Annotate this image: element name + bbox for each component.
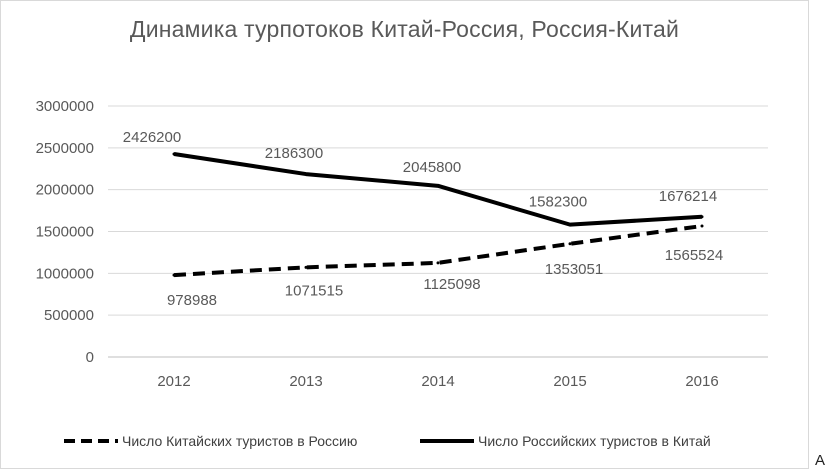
legend-label-1: Число Китайских туристов в Россию bbox=[122, 433, 357, 449]
x-tick-label: 2013 bbox=[289, 373, 322, 390]
y-tick-label: 3000000 bbox=[36, 98, 94, 115]
data-point bbox=[172, 273, 176, 277]
y-tick-label: 1500000 bbox=[36, 224, 94, 241]
y-tick-label: 0 bbox=[86, 349, 94, 366]
data-label: 1071515 bbox=[285, 282, 343, 299]
data-point bbox=[436, 184, 440, 188]
data-point bbox=[700, 224, 704, 228]
data-labels: 978988 1071515 1125098 1353051 1565524 242620… bbox=[123, 129, 723, 309]
y-tick-label: 2000000 bbox=[36, 182, 94, 199]
data-label: 2045800 bbox=[403, 159, 461, 176]
data-label: 1582300 bbox=[529, 194, 587, 211]
y-tick-label: 500000 bbox=[44, 307, 94, 324]
corner-label: A bbox=[815, 452, 826, 469]
series-line-1 bbox=[173, 224, 703, 278]
x-tick-label: 2015 bbox=[553, 373, 586, 390]
legend: Число Китайских туристов в Россию Число Р… bbox=[64, 433, 711, 449]
x-axis-ticks: 2012 2013 2014 2015 2016 bbox=[157, 373, 718, 390]
chart-title: Динамика турпотоков Китай-Россия, Россия… bbox=[129, 16, 680, 42]
data-point bbox=[436, 261, 440, 265]
data-point bbox=[304, 265, 308, 269]
x-tick-label: 2016 bbox=[685, 373, 718, 390]
y-tick-label: 1000000 bbox=[36, 265, 94, 282]
data-point bbox=[568, 223, 572, 227]
data-label: 1125098 bbox=[423, 276, 480, 293]
data-point bbox=[304, 172, 308, 176]
series-lines bbox=[172, 152, 704, 278]
data-label: 2426200 bbox=[123, 129, 181, 146]
data-point bbox=[700, 215, 704, 219]
data-label: 2186300 bbox=[265, 145, 323, 162]
data-point bbox=[172, 152, 176, 156]
data-label: 978988 bbox=[167, 292, 217, 309]
x-tick-label: 2014 bbox=[421, 373, 454, 390]
data-point bbox=[568, 242, 572, 246]
data-label: 1353051 bbox=[545, 261, 603, 278]
y-tick-label: 2500000 bbox=[36, 140, 94, 157]
data-label: 1676214 bbox=[659, 188, 717, 205]
chart-frame bbox=[0, 0, 809, 469]
x-tick-label: 2012 bbox=[157, 373, 190, 390]
data-label: 1565524 bbox=[665, 247, 723, 264]
y-axis-ticks: 0 500000 1000000 1500000 2000000 2500000 30000… bbox=[36, 98, 94, 366]
legend-label-2: Число Российских туристов в Китай bbox=[478, 433, 711, 449]
line-chart: 0 500000 1000000 1500000 2000000 2500000 30000… bbox=[36, 98, 768, 449]
